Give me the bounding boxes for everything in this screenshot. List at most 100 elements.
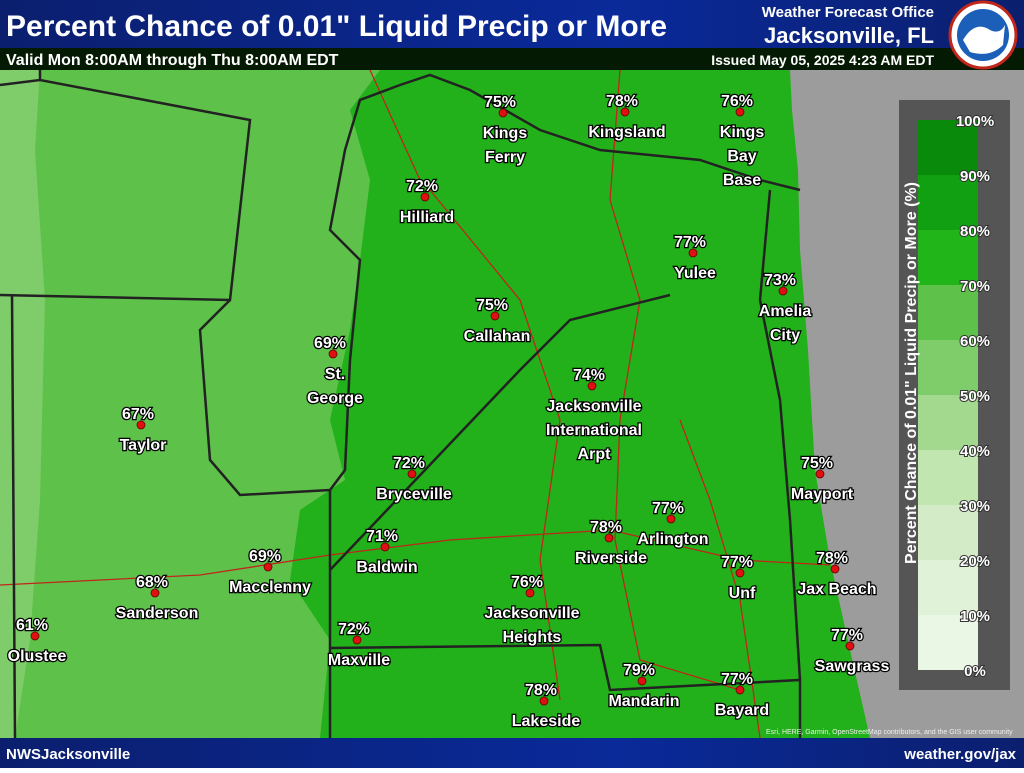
location-dot (587, 381, 597, 391)
location-name: Arlington (637, 531, 708, 548)
footer-left: NWSJacksonville (6, 746, 130, 763)
location-dot (352, 635, 362, 645)
location-pct: 72% (406, 178, 438, 195)
location-dot (666, 514, 676, 524)
county-lines (0, 70, 802, 739)
location-pct: 79% (623, 662, 655, 679)
legend-band (918, 285, 978, 340)
location-dot (525, 588, 535, 598)
legend-band (918, 120, 978, 175)
legend-tick-label: 40% (960, 443, 990, 460)
location-name: Taylor (120, 437, 167, 454)
location-pct: 77% (831, 627, 863, 644)
legend-title: Percent Chance of 0.01" Liquid Precip or… (903, 182, 920, 564)
location-pct: 72% (393, 455, 425, 472)
location-dot (735, 107, 745, 117)
location-dot (30, 631, 40, 641)
location-dot (735, 568, 745, 578)
location-pct: 69% (249, 548, 281, 565)
location-name: Sanderson (116, 605, 199, 622)
location-pct: 77% (721, 671, 753, 688)
locations: 75% Kings Ferry 78% Kingsland 76% Kings Bay Base… (6, 92, 890, 732)
legend-tick-label: 80% (960, 223, 990, 240)
office-line: Weather Forecast Office (762, 4, 934, 21)
location-name: Kings (720, 124, 765, 141)
location-name: Bay (727, 148, 756, 165)
legend-band (918, 340, 978, 395)
location-dot (735, 685, 745, 695)
location-dot (688, 248, 698, 258)
location-name: City (770, 327, 800, 344)
location-name: St. (325, 366, 345, 383)
location-dot (407, 469, 417, 479)
location-dot (830, 564, 840, 574)
legend-band (918, 450, 978, 505)
location-pct: 78% (525, 682, 557, 699)
roads (0, 69, 831, 739)
location-pct: 71% (366, 528, 398, 545)
attribution: Esri, HERE, Garmin, OpenStreetMap contri… (766, 729, 1013, 736)
issued: Issued May 05, 2025 4:23 AM EDT (711, 52, 934, 68)
location-dot (150, 588, 160, 598)
location-name: Riverside (575, 550, 647, 567)
location-dot (778, 286, 788, 296)
location-name: Arpt (578, 446, 612, 463)
legend-tick-label: 90% (960, 168, 990, 185)
legend-tick-label: 60% (960, 333, 990, 350)
legend-band (918, 230, 978, 285)
location-name: Jax Beach (797, 581, 876, 598)
location-name: Kingsland (588, 124, 665, 141)
location-pct: 73% (764, 272, 796, 289)
location-name: Heights (503, 629, 562, 646)
legend-band (918, 505, 978, 560)
location-name: Ferry (485, 149, 525, 166)
location-dot (620, 107, 630, 117)
location-name: Unf (729, 585, 756, 602)
location-name: Mayport (791, 486, 854, 503)
legend-band (918, 395, 978, 450)
location-dot (604, 533, 614, 543)
nws-logo (948, 0, 1018, 70)
location-dot (815, 469, 825, 479)
location-pct: 75% (801, 455, 833, 472)
legend-band (918, 615, 978, 670)
location-name: Bayard (715, 702, 769, 719)
header-bar (0, 0, 1024, 48)
title: Percent Chance of 0.01" Liquid Precip or… (6, 10, 667, 43)
location-pct: 78% (606, 93, 638, 110)
legend-tick-label: 50% (960, 388, 990, 405)
location-name: Hilliard (400, 209, 454, 226)
legend-band (918, 175, 978, 230)
location-name: International (546, 422, 642, 439)
legend-tick-label: 0% (964, 663, 986, 680)
location-pct: 74% (573, 367, 605, 384)
location-dot (845, 641, 855, 651)
legend-tick-label: 100% (956, 113, 994, 130)
legend-band (918, 560, 978, 615)
legend-tick-label: 30% (960, 498, 990, 515)
location-name: Mandarin (608, 693, 679, 710)
location-pct: 77% (674, 234, 706, 251)
location-name: Jacksonville (484, 605, 579, 622)
legend-tick-label: 70% (960, 278, 990, 295)
location-name: Baldwin (356, 559, 417, 576)
location-pct: 69% (314, 335, 346, 352)
location-pct: 78% (816, 550, 848, 567)
location-name: Sawgrass (815, 658, 890, 675)
location-name: Maxville (328, 652, 390, 669)
location-name: George (307, 390, 363, 407)
location-dot (328, 349, 338, 359)
location-dot (263, 562, 273, 572)
location-name: Lakeside (512, 713, 581, 730)
location-pct: 61% (16, 617, 48, 634)
location-name: Kings (483, 125, 528, 142)
location-pct: 78% (590, 519, 622, 536)
location-dot (490, 311, 500, 321)
location-name: Callahan (464, 328, 531, 345)
location-dot (380, 542, 390, 552)
location-pct: 77% (652, 500, 684, 517)
location-pct: 68% (136, 574, 168, 591)
location-dot (498, 108, 508, 118)
region-50 (0, 70, 45, 738)
